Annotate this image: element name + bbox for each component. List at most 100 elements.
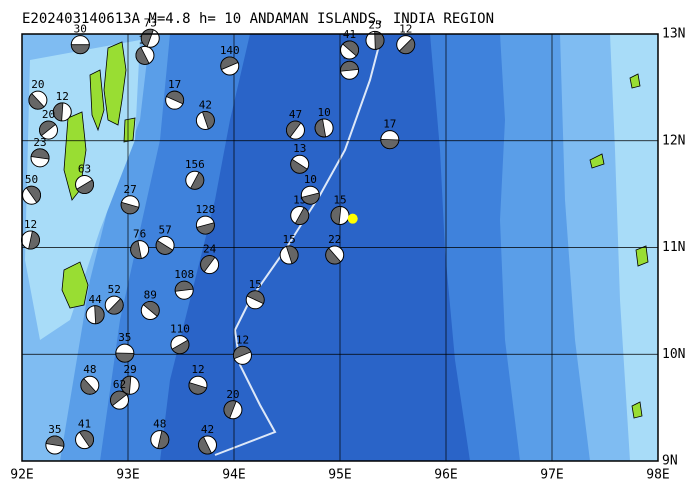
beachball: 12 <box>20 218 40 250</box>
depth-label: 48 <box>153 418 166 431</box>
beachball-lobe <box>25 185 41 204</box>
depth-label: 41 <box>78 418 91 431</box>
beachball: 30 <box>70 23 90 55</box>
beachball-lobe <box>286 120 302 138</box>
depth-label: 52 <box>108 283 121 296</box>
beachball-lobe <box>325 247 342 265</box>
beachball: 20 <box>28 78 48 110</box>
beachball: 35 <box>45 423 65 455</box>
beachball-lobe <box>285 245 299 265</box>
beachball-lobe <box>198 436 212 455</box>
depth-label: 63 <box>78 163 91 176</box>
depth-label: 23 <box>33 136 46 149</box>
beachball: 12 <box>52 90 72 122</box>
depth-label: 15 <box>333 193 346 206</box>
y-tick-label: 10N <box>662 347 685 362</box>
beachball: 108 <box>174 268 194 300</box>
beachball-lobe <box>157 430 170 450</box>
beachball: 89 <box>140 288 160 320</box>
frame <box>21 33 659 462</box>
depth-label: 13 <box>293 142 306 155</box>
beachball-lobe <box>28 93 45 110</box>
beachball-lobe <box>110 390 128 407</box>
depth-label: 10 <box>304 173 317 186</box>
beachball: 10 <box>314 106 334 138</box>
beachball-lobe <box>76 179 94 194</box>
beachball: 48 <box>80 363 100 395</box>
depth-label: 20 <box>42 108 55 121</box>
beachball: 52 <box>104 283 124 315</box>
beachball: 42 <box>195 98 215 130</box>
depth-label: 89 <box>144 288 157 301</box>
beachball-lobe <box>342 40 359 57</box>
y-tick-label: 12N <box>662 133 685 148</box>
beachball-lobe <box>39 120 57 137</box>
y-tick-label: 9N <box>662 454 678 469</box>
main-event <box>347 213 358 224</box>
beachball: 15 <box>245 278 265 310</box>
beachball-lobe <box>30 148 50 160</box>
beachball-lobe <box>201 111 215 130</box>
depth-label: 35 <box>118 331 131 344</box>
beachball: 62 <box>110 378 130 410</box>
beachball: 29 <box>120 363 140 395</box>
beachball: 47 <box>285 108 305 140</box>
depth-label: 44 <box>89 293 103 306</box>
beachball-lobe <box>223 400 237 419</box>
beachball: 41 <box>75 418 95 450</box>
beachball-lobe <box>200 255 216 273</box>
y-tick-label: 11N <box>662 240 685 255</box>
beachball: 63 <box>75 163 95 195</box>
beachball-lobe <box>80 377 97 395</box>
beachball: 12 <box>188 363 208 395</box>
depth-label: 128 <box>195 203 215 216</box>
beachball: 128 <box>195 203 215 235</box>
depth-label: 15 <box>282 233 295 246</box>
depth-label: 12 <box>24 218 37 231</box>
depth-label: 12 <box>56 90 69 103</box>
beachball-lobe <box>380 138 400 150</box>
beachball: 17 <box>380 118 400 150</box>
beachball-lobe <box>120 375 132 395</box>
beachball-lobe <box>45 435 65 447</box>
beachball-lobe <box>220 56 239 71</box>
beachball-lobe <box>115 352 135 363</box>
depth-label: 17 <box>168 78 181 91</box>
beachball: 76 <box>130 228 150 260</box>
beachball: 35 <box>115 331 135 363</box>
depth-label: 27 <box>123 183 136 196</box>
x-tick-label: 95E <box>328 468 351 483</box>
depth-label: 30 <box>74 23 87 36</box>
depth-label: 12 <box>191 363 204 376</box>
beachball-lobe <box>294 207 310 225</box>
depth-label: 35 <box>48 423 61 436</box>
depth-label: 57 <box>158 223 171 236</box>
beachball-lobe <box>398 37 416 55</box>
depth-label: 20 <box>226 388 239 401</box>
beachball: 50 <box>22 173 42 205</box>
depth-label: 25 <box>368 18 381 31</box>
x-tick-label: 94E <box>222 468 245 483</box>
beachball: 110 <box>170 323 190 355</box>
beachball-lobe <box>70 44 90 55</box>
beachball-lobe <box>28 230 40 250</box>
beachball: 12 <box>396 23 416 55</box>
depth-label: 12 <box>399 23 412 36</box>
beachball: 20 <box>223 388 243 420</box>
beachball: 10 <box>300 173 320 205</box>
beachball-lobe <box>233 345 252 360</box>
y-tick-label: 13N <box>662 27 685 42</box>
beachball-lobe <box>190 171 205 190</box>
beachball: 44 <box>85 293 105 325</box>
beachball: 17 <box>165 78 185 110</box>
beachball: 24 <box>200 243 220 275</box>
depth-label: 156 <box>185 158 205 171</box>
depth-label: 140 <box>220 44 240 57</box>
depth-label: 17 <box>383 118 396 131</box>
beachball: 22 <box>325 233 345 265</box>
beachball: 27 <box>120 183 140 215</box>
depth-label: 12 <box>236 333 249 346</box>
beachball: 41 <box>340 28 360 60</box>
x-tick-label: 96E <box>434 468 457 483</box>
